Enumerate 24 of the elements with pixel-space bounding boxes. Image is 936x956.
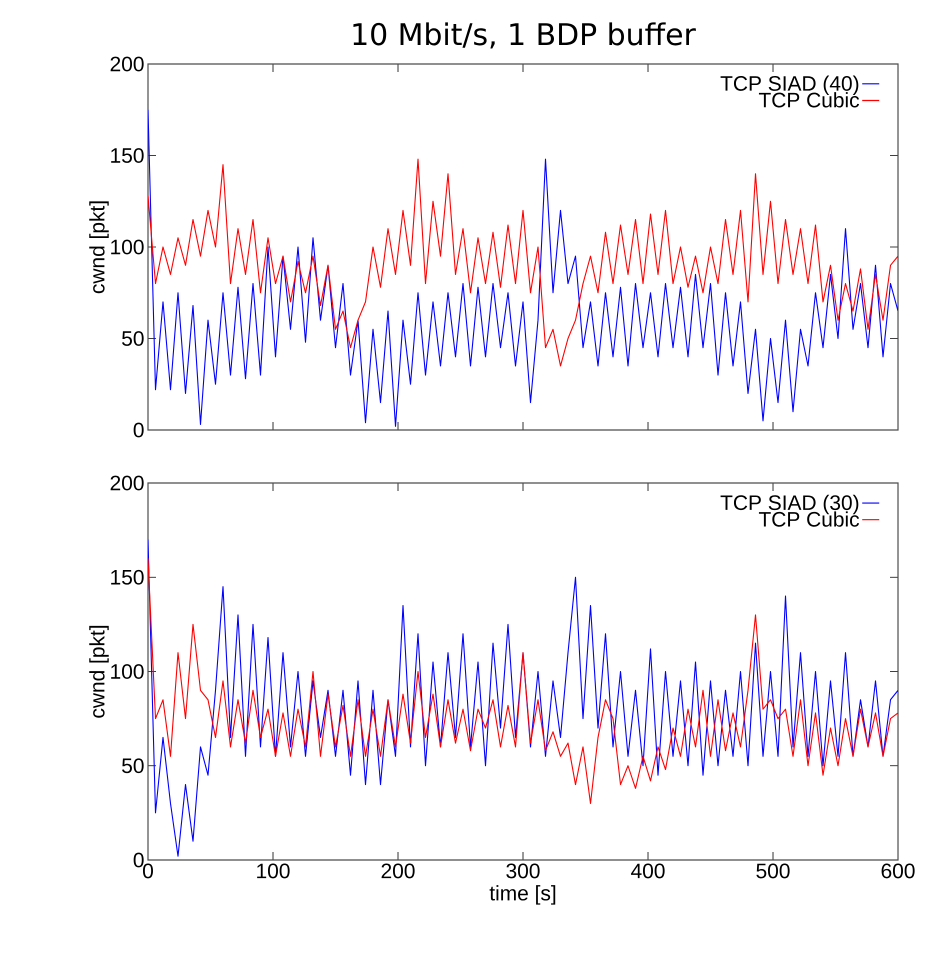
y-tick-label: 200 (110, 56, 144, 72)
chart-title: 10 Mbit/s, 1 BDP buffer (353, 22, 696, 48)
y-tick-label: 0 (134, 422, 144, 438)
x-tick-label: 100 (257, 864, 290, 878)
line-series (148, 558, 898, 804)
line-series (148, 539, 898, 857)
y-tick-label: 100 (111, 240, 144, 254)
x-tick-label: 500 (756, 864, 790, 878)
y-axis-title: cwnd [pkt] (89, 201, 109, 294)
line-series (148, 158, 898, 366)
y-tick-label: 100 (111, 664, 144, 679)
y-tick-label: 50 (122, 331, 144, 346)
y-tick-label: 150 (111, 570, 144, 585)
x-tick-label: 600 (882, 864, 915, 878)
x-tick-label: 400 (631, 864, 665, 878)
y-tick-label: 0 (134, 852, 144, 868)
x-tick-label: 300 (506, 864, 540, 878)
y-axis-title: cwnd [pkt] (89, 626, 109, 718)
y-tick-label: 200 (110, 476, 144, 490)
line-series (148, 109, 898, 427)
x-tick-label: 200 (382, 864, 415, 878)
x-axis-title: time [s] (490, 885, 556, 905)
y-tick-label: 50 (122, 758, 144, 774)
y-tick-label: 150 (111, 148, 144, 163)
